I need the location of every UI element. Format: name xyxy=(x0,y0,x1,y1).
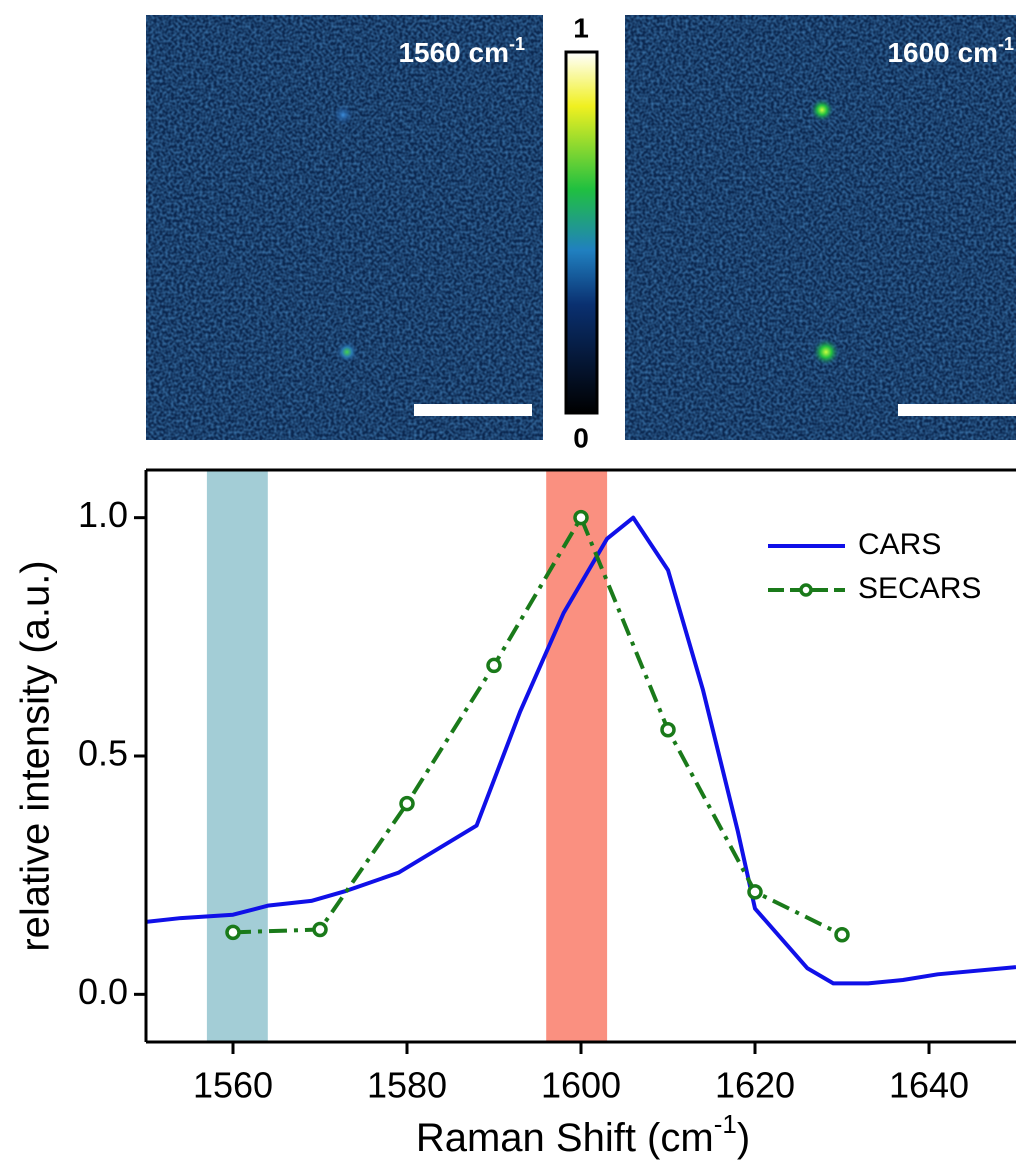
plot-area xyxy=(146,470,1016,1042)
y-tick-label: 0.0 xyxy=(78,971,128,1012)
x-tick-label: 1620 xyxy=(715,1065,795,1106)
legend-label: SECARS xyxy=(858,572,981,605)
x-tick-label: 1640 xyxy=(889,1065,969,1106)
data-point xyxy=(660,722,676,738)
image-right: 1600 cm-1 xyxy=(625,15,1016,440)
data-point xyxy=(486,657,502,674)
x-axis-label: Raman Shift (cm-1) xyxy=(416,1109,750,1160)
highlight-band xyxy=(546,470,608,1042)
chart: 1560 1580 1600 1620 1640 0.0 0.5 1.0 CARS SECARS xyxy=(78,468,1016,1106)
x-tick-label: 1560 xyxy=(193,1065,273,1106)
data-point xyxy=(573,509,589,526)
data-point xyxy=(747,884,763,900)
y-tick-label: 1.0 xyxy=(78,494,128,535)
legend-marker xyxy=(799,583,813,597)
colorbar: 1 0 xyxy=(564,12,599,453)
data-point xyxy=(312,921,328,938)
highlight-band xyxy=(206,470,268,1042)
image-label: 1560 cm-1 xyxy=(398,34,525,69)
colorbar-top: 1 xyxy=(573,12,589,43)
y-axis-label: relative intensity (a.u.) xyxy=(14,560,58,951)
data-point xyxy=(399,795,415,812)
series-line xyxy=(146,515,1016,986)
data-point xyxy=(225,924,241,941)
y-tick-label: 0.5 xyxy=(78,733,128,774)
data-point xyxy=(834,927,850,943)
image-left: 1560 cm-1 xyxy=(146,15,543,440)
colorbar-bottom: 0 xyxy=(573,422,589,453)
x-tick-label: 1600 xyxy=(541,1065,621,1106)
series-line xyxy=(232,515,843,937)
x-tick-label: 1580 xyxy=(367,1065,447,1106)
image-label: 1600 cm-1 xyxy=(887,34,1014,69)
legend-label: CARS xyxy=(858,528,941,561)
